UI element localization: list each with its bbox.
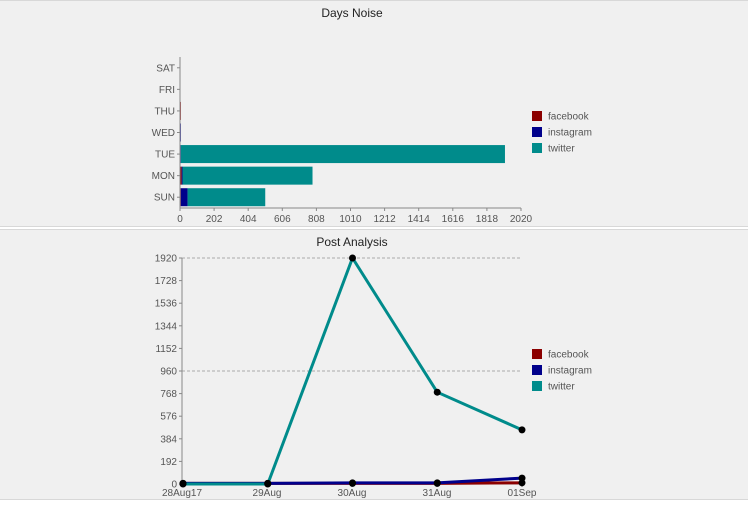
post-analysis-panel: Post Analysis 0 192 384 576 768 960 1152 1344 15… [0, 229, 748, 500]
x-tick-label: 0 [177, 214, 183, 225]
x-tick-label: 1616 [442, 214, 465, 225]
y-tick-label: 1344 [155, 321, 178, 332]
x-tick-label: 1010 [339, 214, 362, 225]
legend-label-twitter: twitter [548, 144, 575, 155]
point-twitter [179, 480, 187, 488]
post-analysis-chart: Post Analysis 0 192 384 576 768 960 1152 1344 15… [155, 235, 592, 499]
x-tick-label: 606 [274, 214, 291, 225]
x-tick-label: 404 [240, 214, 257, 225]
x-tick-label: 808 [308, 214, 325, 225]
y-tick-label: THU [154, 106, 175, 117]
bar-instagram-sun [180, 188, 188, 207]
legend-swatch-twitter [532, 143, 542, 153]
y-tick-label: 0 [171, 480, 177, 491]
x-tick-label: 202 [206, 214, 223, 225]
bar-instagram-mon [181, 166, 183, 185]
legend-label-instagram: instagram [548, 128, 592, 139]
chart-title: Post Analysis [316, 235, 387, 249]
bar-twitter-tue [180, 145, 505, 164]
legend-label-facebook: facebook [548, 112, 590, 123]
y-tick-label: FRI [159, 85, 175, 96]
point-twitter [518, 426, 526, 434]
y-tick-label: WED [152, 128, 175, 139]
x-tick-label: 1212 [373, 214, 396, 225]
point-twitter [433, 388, 441, 396]
x-tick-label: 30Aug [338, 488, 367, 499]
y-tick-label: 192 [160, 457, 177, 468]
y-tick-label: 768 [160, 389, 177, 400]
y-tick-label: MON [152, 171, 175, 182]
x-tick-label: 1414 [408, 214, 431, 225]
x-tick-label: 31Aug [423, 488, 452, 499]
y-tick-label: SAT [156, 63, 175, 74]
legend-swatch-facebook [532, 111, 542, 121]
point-twitter [349, 254, 356, 262]
point-instagram [518, 474, 526, 482]
y-tick-label: 1728 [155, 276, 178, 287]
x-tick-label: 2020 [510, 214, 533, 225]
y-tick-label: 1536 [155, 299, 178, 310]
legend-swatch-twitter [532, 381, 542, 391]
legend-swatch-facebook [532, 349, 542, 359]
y-tick-label: 1920 [155, 254, 178, 265]
y-tick-label: TUE [155, 150, 175, 161]
chart-title: Days Noise [321, 6, 383, 20]
x-tick-label: 28Aug17 [162, 488, 202, 499]
legend-label-twitter: twitter [548, 382, 575, 393]
legend-label-facebook: facebook [548, 350, 590, 361]
x-tick-label: 1818 [476, 214, 499, 225]
bar-facebook-mon [180, 166, 182, 185]
y-tick-label: SUN [154, 193, 175, 204]
point-instagram [433, 479, 441, 487]
x-tick-label: 01Sep [508, 488, 537, 499]
days-noise-panel: Days Noise SAT FRI THU WED TUE MON SUN 0 202 404 6… [0, 0, 748, 227]
y-tick-label: 960 [160, 367, 177, 378]
bar-twitter-mon [182, 166, 313, 185]
point-instagram [349, 479, 356, 487]
y-tick-label: 1152 [155, 344, 177, 355]
x-tick-label: 29Aug [253, 488, 282, 499]
y-tick-label: 576 [160, 412, 177, 423]
legend-label-instagram: instagram [548, 366, 592, 377]
y-tick-label: 384 [160, 434, 177, 445]
legend-swatch-instagram [532, 127, 542, 137]
bar-twitter-sun [187, 188, 266, 207]
legend-swatch-instagram [532, 365, 542, 375]
point-twitter [264, 480, 272, 488]
